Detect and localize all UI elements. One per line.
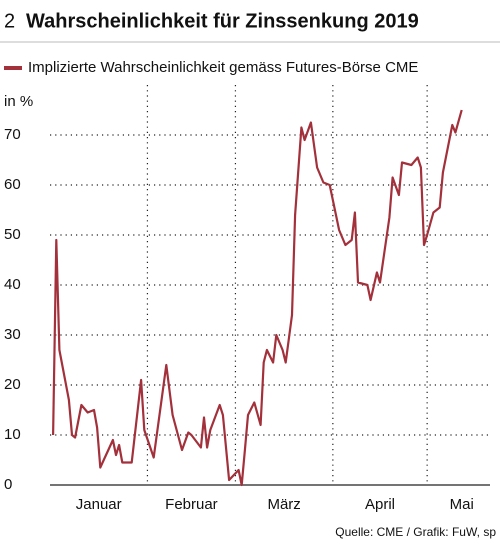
x-tick-label: Februar bbox=[165, 496, 218, 513]
y-axis-label: in % bbox=[4, 93, 33, 110]
y-tick-label: 20 bbox=[4, 376, 21, 393]
data-line bbox=[52, 109, 463, 487]
chart-number: 2 bbox=[4, 10, 15, 32]
y-tick-label: 30 bbox=[4, 326, 21, 343]
x-tick-label: April bbox=[365, 496, 395, 513]
chart-title: Wahrscheinlichkeit für Zinssenkung 2019 bbox=[26, 10, 419, 32]
y-tick-label: 40 bbox=[4, 276, 21, 293]
y-tick-label: 60 bbox=[4, 176, 21, 193]
legend-label: Implizierte Wahrscheinlichkeit gemäss Fu… bbox=[28, 59, 418, 76]
y-tick-label: 50 bbox=[4, 226, 21, 243]
y-tick-label: 0 bbox=[4, 476, 12, 493]
y-tick-label: 10 bbox=[4, 426, 21, 443]
source: Quelle: CME / Grafik: FuW, sp bbox=[335, 525, 496, 539]
x-tick-label: März bbox=[267, 496, 300, 513]
y-tick-label: 70 bbox=[4, 126, 21, 143]
x-tick-label: Mai bbox=[450, 496, 474, 513]
x-tick-label: Januar bbox=[76, 496, 122, 513]
